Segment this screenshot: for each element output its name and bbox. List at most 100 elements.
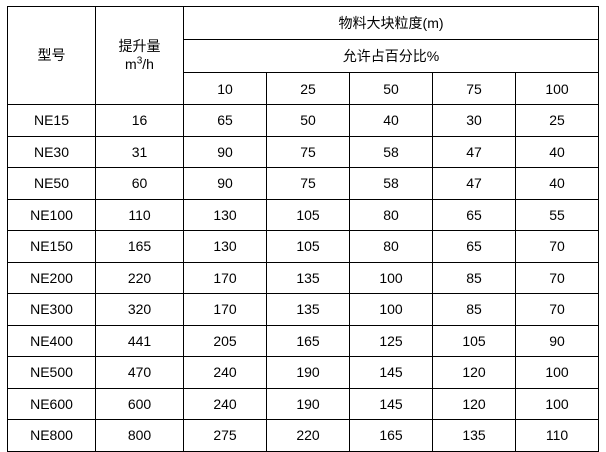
cell-capacity: 600: [95, 387, 184, 420]
cell-model: NE50: [7, 167, 96, 200]
cell-size-25: 105: [266, 230, 350, 263]
header-capacity-unit-base: m: [125, 55, 137, 72]
header-capacity-unit-suffix: /h: [142, 55, 154, 72]
cell-size-75: 47: [432, 135, 516, 168]
cell-capacity: 110: [95, 198, 184, 231]
cell-size-100: 40: [514, 167, 600, 200]
cell-model: NE15: [7, 104, 96, 137]
cell-size-75: 65: [432, 198, 516, 231]
cell-size-50: 80: [349, 230, 433, 263]
header-capacity: 提升量 m3/h: [95, 6, 184, 105]
cell-size-100: 110: [514, 419, 600, 452]
cell-size-25: 105: [266, 198, 350, 231]
cell-capacity: 441: [95, 324, 184, 357]
cell-size-75: 135: [432, 419, 516, 452]
cell-size-50: 145: [349, 356, 433, 389]
specification-table: 型号 提升量 m3/h 物料大块粒度(m) 允许占百分比% 10 25 50 7…: [7, 6, 600, 452]
header-size-10: 10: [183, 72, 267, 105]
cell-size-50: 165: [349, 419, 433, 452]
table-row: NE30 31 90 75 58 47 40: [7, 135, 600, 168]
cell-size-75: 85: [432, 261, 516, 294]
cell-capacity: 220: [95, 261, 184, 294]
cell-size-50: 58: [349, 167, 433, 200]
header-grain-size-group: 物料大块粒度(m): [182, 6, 600, 40]
cell-capacity: 320: [95, 293, 184, 326]
header-row-group: 型号 提升量 m3/h 物料大块粒度(m): [7, 6, 600, 105]
table-row: NE800 800 275 220 165 135 110: [7, 419, 600, 452]
cell-size-100: 70: [514, 293, 600, 326]
header-size-100: 100: [514, 72, 600, 105]
cell-size-100: 90: [514, 324, 600, 357]
header-capacity-unit: m3/h: [96, 55, 183, 74]
table-body: NE15 16 65 50 40 30 25 NE30 31 90 75 58 …: [7, 104, 600, 452]
header-row-sub: 允许占百分比%: [8, 39, 600, 73]
table-header: 型号 提升量 m3/h 物料大块粒度(m) 允许占百分比% 10 25 50 7…: [7, 6, 600, 105]
cell-size-100: 40: [514, 135, 600, 168]
table-row: NE400 441 205 165 125 105 90: [7, 324, 600, 357]
cell-size-25: 135: [266, 261, 350, 294]
cell-size-25: 75: [266, 167, 350, 200]
cell-size-10: 205: [183, 324, 267, 357]
cell-size-10: 275: [183, 419, 267, 452]
cell-size-25: 135: [266, 293, 350, 326]
cell-capacity: 16: [95, 104, 184, 137]
cell-size-50: 58: [349, 135, 433, 168]
cell-size-25: 190: [266, 356, 350, 389]
cell-size-25: 190: [266, 387, 350, 420]
cell-size-75: 85: [432, 293, 516, 326]
cell-model: NE150: [7, 230, 96, 263]
header-row-sizes: 10 25 50 75 100: [8, 72, 600, 105]
cell-size-10: 240: [183, 356, 267, 389]
cell-size-25: 75: [266, 135, 350, 168]
cell-size-50: 100: [349, 293, 433, 326]
cell-size-75: 30: [432, 104, 516, 137]
cell-size-10: 130: [183, 230, 267, 263]
cell-size-50: 40: [349, 104, 433, 137]
cell-model: NE400: [7, 324, 96, 357]
table-row: NE500 470 240 190 145 120 100: [7, 356, 600, 389]
header-size-50: 50: [349, 72, 433, 105]
cell-size-50: 100: [349, 261, 433, 294]
header-capacity-line1: 提升量: [118, 38, 161, 54]
cell-size-75: 120: [432, 387, 516, 420]
cell-capacity: 800: [95, 419, 184, 452]
cell-size-10: 90: [183, 135, 267, 168]
cell-model: NE100: [7, 198, 96, 231]
header-model: 型号: [7, 6, 96, 105]
cell-size-50: 80: [349, 198, 433, 231]
cell-size-25: 165: [266, 324, 350, 357]
cell-size-100: 100: [514, 356, 600, 389]
cell-capacity: 31: [95, 135, 184, 168]
cell-size-25: 220: [266, 419, 350, 452]
cell-size-10: 170: [183, 293, 267, 326]
header-size-75: 75: [432, 72, 516, 105]
cell-size-25: 50: [266, 104, 350, 137]
cell-size-75: 105: [432, 324, 516, 357]
header-size-25: 25: [266, 72, 350, 105]
cell-model: NE300: [7, 293, 96, 326]
cell-size-100: 25: [514, 104, 600, 137]
cell-size-100: 55: [514, 198, 600, 231]
cell-model: NE800: [7, 419, 96, 452]
table-row: NE600 600 240 190 145 120 100: [7, 387, 600, 420]
cell-capacity: 470: [95, 356, 184, 389]
cell-size-75: 47: [432, 167, 516, 200]
cell-size-10: 130: [183, 198, 267, 231]
cell-size-100: 70: [514, 230, 600, 263]
cell-size-75: 120: [432, 356, 516, 389]
cell-size-75: 65: [432, 230, 516, 263]
cell-capacity: 165: [95, 230, 184, 263]
cell-size-100: 100: [514, 387, 600, 420]
table-row: NE300 320 170 135 100 85 70: [7, 293, 600, 326]
cell-size-10: 240: [183, 387, 267, 420]
cell-size-10: 65: [183, 104, 267, 137]
table-row: NE200 220 170 135 100 85 70: [7, 261, 600, 294]
table-row: NE150 165 130 105 80 65 70: [7, 230, 600, 263]
table-row: NE100 110 130 105 80 65 55: [7, 198, 600, 231]
table-row: NE50 60 90 75 58 47 40: [7, 167, 600, 200]
cell-model: NE600: [7, 387, 96, 420]
cell-model: NE500: [7, 356, 96, 389]
cell-size-50: 125: [349, 324, 433, 357]
cell-size-10: 170: [183, 261, 267, 294]
cell-capacity: 60: [95, 167, 184, 200]
